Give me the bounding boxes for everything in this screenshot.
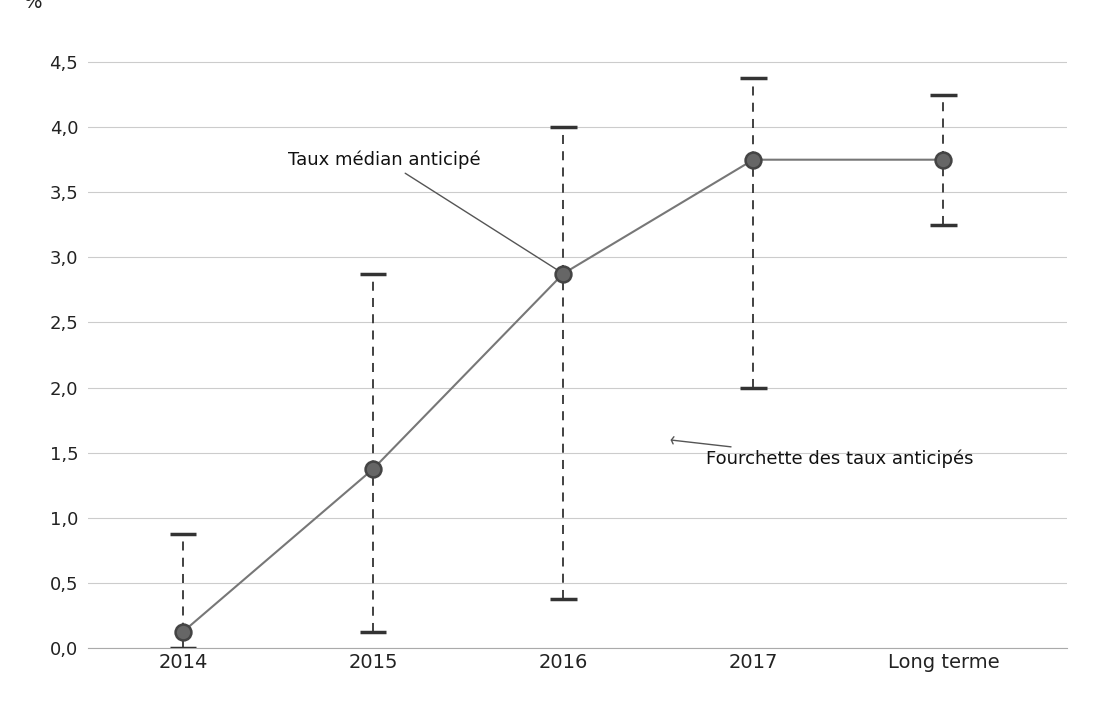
Text: Fourchette des taux anticipés: Fourchette des taux anticipés [671, 437, 974, 469]
Point [745, 154, 762, 166]
Point [364, 463, 382, 474]
Text: Taux médian anticipé: Taux médian anticipé [287, 150, 560, 274]
Point [935, 154, 953, 166]
Text: %: % [24, 0, 43, 12]
Point [174, 626, 191, 637]
Point [554, 268, 572, 279]
